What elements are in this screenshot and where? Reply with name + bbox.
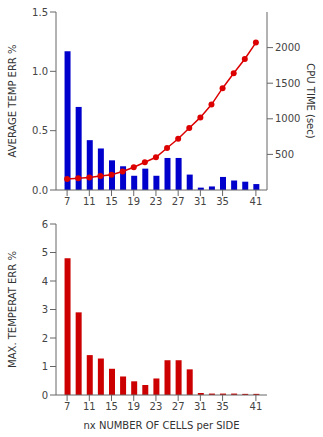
svg-text:19: 19 xyxy=(127,401,140,412)
svg-text:15: 15 xyxy=(105,196,118,207)
svg-text:35: 35 xyxy=(216,196,229,207)
svg-text:6: 6 xyxy=(42,219,48,230)
svg-text:3: 3 xyxy=(42,304,48,315)
svg-text:31: 31 xyxy=(194,401,207,412)
svg-text:11: 11 xyxy=(83,401,96,412)
svg-text:1000: 1000 xyxy=(275,113,300,124)
svg-text:27: 27 xyxy=(172,401,185,412)
svg-text:0: 0 xyxy=(42,390,48,401)
svg-text:CPU TIME (sec): CPU TIME (sec) xyxy=(305,63,315,138)
svg-text:35: 35 xyxy=(216,401,229,412)
svg-text:500: 500 xyxy=(275,149,294,160)
svg-text:2: 2 xyxy=(42,333,48,344)
svg-text:7: 7 xyxy=(64,401,70,412)
svg-text:1: 1 xyxy=(42,361,48,372)
svg-text:23: 23 xyxy=(150,196,163,207)
svg-text:11: 11 xyxy=(83,196,96,207)
svg-text:41: 41 xyxy=(250,196,263,207)
svg-text:5: 5 xyxy=(42,247,48,258)
svg-text:31: 31 xyxy=(194,196,207,207)
svg-text:nx NUMBER OF CELLS per SIDE: nx NUMBER OF CELLS per SIDE xyxy=(83,420,239,431)
svg-text:23: 23 xyxy=(150,401,163,412)
svg-text:7: 7 xyxy=(64,196,70,207)
svg-text:27: 27 xyxy=(172,196,185,207)
svg-text:1.0: 1.0 xyxy=(32,66,48,77)
svg-text:1.5: 1.5 xyxy=(32,7,48,18)
svg-text:4: 4 xyxy=(42,276,48,287)
svg-text:19: 19 xyxy=(127,196,140,207)
svg-text:0.5: 0.5 xyxy=(32,125,48,136)
svg-text:MAX. TEMPERAT ERR %: MAX. TEMPERAT ERR % xyxy=(8,251,18,368)
svg-text:15: 15 xyxy=(105,401,118,412)
svg-text:0.0: 0.0 xyxy=(32,185,48,196)
svg-text:AVERAGE TEMP ERR %: AVERAGE TEMP ERR % xyxy=(8,45,18,158)
svg-text:41: 41 xyxy=(250,401,263,412)
svg-text:2000: 2000 xyxy=(275,42,300,53)
svg-text:1500: 1500 xyxy=(275,78,300,89)
